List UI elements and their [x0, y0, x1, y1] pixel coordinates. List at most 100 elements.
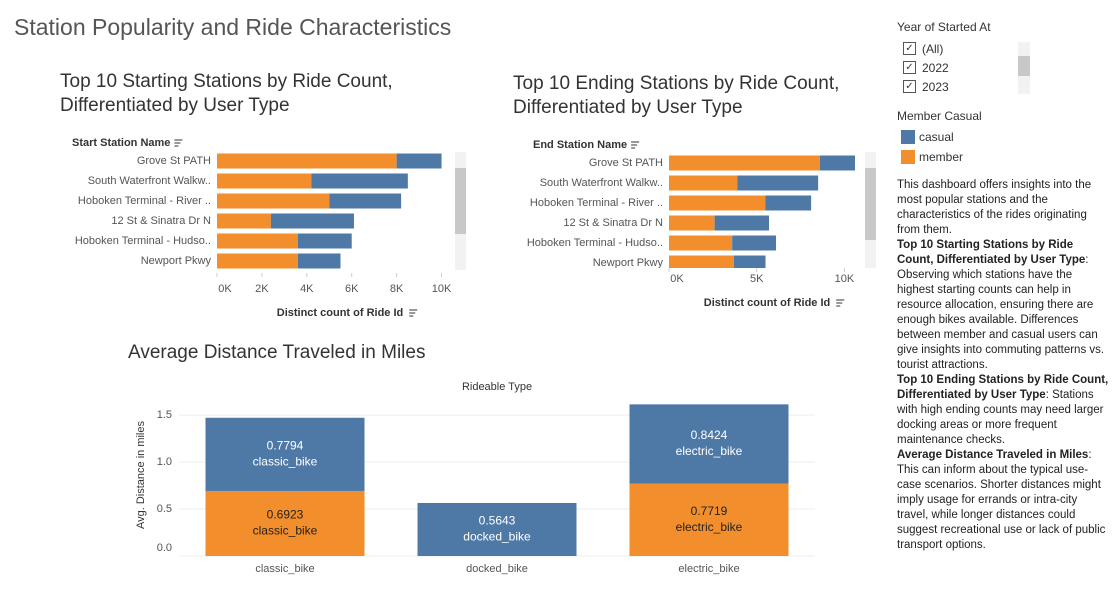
bar-segment [205, 490, 365, 556]
y-tick-label: 0.0 [157, 542, 172, 554]
filter-option[interactable]: ✓ (All) [903, 39, 949, 58]
scrollbar-thumb[interactable] [1018, 56, 1030, 76]
filter-option[interactable]: ✓ 2022 [903, 58, 949, 77]
x-axis-label: Distinct count of Ride Id [704, 297, 831, 309]
legend-label: casual [919, 130, 954, 144]
description-heading: Average Distance Traveled in Miles [897, 449, 1089, 461]
y-tick-label: Grove St PATH [589, 157, 663, 169]
x-tick-label: classic_bike [255, 563, 314, 575]
data-label-category: classic_bike [253, 524, 318, 538]
filter-title: Year of Started At [897, 20, 991, 34]
bar-segment [417, 502, 577, 556]
data-label: 0.8424 [691, 428, 728, 442]
bar-segment [819, 155, 855, 171]
bar-segment [629, 404, 789, 484]
bar-segment [737, 175, 819, 191]
legend: casual member [901, 127, 963, 167]
bar-segment [669, 175, 738, 191]
legend-swatch [901, 130, 915, 144]
x-tick-label: 4K [300, 283, 314, 295]
bar-segment [217, 233, 298, 249]
filter-option[interactable]: ✓ 2023 [903, 77, 949, 96]
x-tick-label: 2K [255, 283, 269, 295]
bar-segment [217, 193, 330, 209]
y-tick-label: Grove St PATH [137, 155, 211, 167]
bar-segment [396, 153, 442, 169]
bar-segment [297, 233, 352, 249]
data-label-category: electric_bike [676, 444, 743, 458]
x-tick-label: electric_bike [678, 563, 739, 575]
scrollbar-thumb[interactable] [865, 168, 876, 240]
description-text: This dashboard offers insights into the … [897, 179, 1092, 236]
bar-segment [217, 173, 312, 189]
data-label-category: docked_bike [463, 530, 531, 544]
bar-segment [733, 255, 766, 268]
bar-segment [270, 213, 354, 229]
x-tick-label: 0K [218, 283, 232, 295]
y-tick-label: South Waterfront Walkw.. [540, 177, 663, 189]
checkbox[interactable]: ✓ [903, 42, 916, 55]
filter-options: ✓ (All) ✓ 2022 ✓ 2023 [903, 39, 949, 96]
description-block: This dashboard offers insights into the … [897, 178, 1109, 238]
filter-option-label: 2023 [922, 79, 949, 94]
description-heading: Top 10 Starting Stations by Ride Count, … [897, 239, 1086, 266]
bar-segment [669, 155, 820, 171]
dashboard-title: Station Popularity and Ride Characterist… [14, 14, 452, 40]
y-axis-label: Avg. Distance in miles [135, 421, 147, 530]
bar-segment [669, 255, 734, 268]
legend-item: member [901, 147, 963, 167]
x-tick-label: 6K [345, 283, 359, 295]
checkbox[interactable]: ✓ [903, 80, 916, 93]
bar-segment [217, 153, 397, 169]
y-tick-label: 12 St & Sinatra Dr N [563, 217, 663, 229]
x-tick-label: 5K [750, 273, 764, 285]
y-tick-label: Newport Pkwy [141, 255, 212, 267]
description-block: Average Distance Traveled in Miles: This… [897, 448, 1109, 553]
chart-title: Top 10 Starting Stations by Ride Count, … [60, 71, 393, 116]
y-tick-label: Hoboken Terminal - River .. [78, 195, 211, 207]
bar-segment [669, 195, 766, 211]
checkbox[interactable]: ✓ [903, 61, 916, 74]
description-block: Top 10 Ending Stations by Ride Count, Di… [897, 373, 1109, 448]
data-label: 0.5643 [479, 514, 516, 528]
description-text: : Stations with high ending counts may n… [897, 389, 1104, 446]
y-tick-label: South Waterfront Walkw.. [88, 175, 211, 187]
description-text: : This can inform about the typical use-… [897, 449, 1106, 551]
description-text: : Observing which stations have the high… [897, 254, 1105, 371]
x-tick-label: docked_bike [466, 563, 528, 575]
legend-title: Member Casual [897, 109, 982, 123]
y-axis-header: End Station Name [533, 139, 627, 151]
legend-label: member [919, 150, 964, 164]
bar-segment [669, 215, 715, 231]
description-heading: Top 10 Ending Stations by Ride Count, Di… [897, 374, 1109, 401]
bar-segment [669, 235, 733, 251]
bar-segment [629, 483, 789, 556]
x-tick-label: 10K [835, 273, 855, 285]
x-tick-label: 0K [670, 273, 684, 285]
description-block: Top 10 Starting Stations by Ride Count, … [897, 238, 1109, 373]
legend-item: casual [901, 127, 963, 147]
filter-option-label: 2022 [922, 60, 949, 75]
bar-segment [205, 417, 365, 491]
chart-title: Average Distance Traveled in Miles [128, 342, 426, 363]
data-label-category: classic_bike [253, 455, 318, 469]
bar-segment [714, 215, 770, 231]
x-axis-header: Rideable Type [462, 381, 532, 393]
y-tick-label: 1.5 [157, 409, 172, 421]
y-tick-label: 0.5 [157, 503, 172, 515]
filter-option-label: (All) [922, 41, 944, 56]
bar-segment [732, 235, 777, 251]
bar-segment [311, 173, 408, 189]
legend-swatch [901, 150, 915, 164]
data-label: 0.7794 [267, 439, 304, 453]
y-tick-label: Hoboken Terminal - Hudso.. [75, 235, 211, 247]
x-axis-label: Distinct count of Ride Id [277, 307, 404, 319]
y-tick-label: 12 St & Sinatra Dr N [111, 215, 211, 227]
scrollbar-thumb[interactable] [455, 168, 466, 234]
bar-segment [765, 195, 812, 211]
x-tick-label: 10K [432, 283, 452, 295]
data-label: 0.6923 [267, 508, 304, 522]
x-tick-label: 8K [390, 283, 404, 295]
data-label-category: electric_bike [676, 520, 743, 534]
